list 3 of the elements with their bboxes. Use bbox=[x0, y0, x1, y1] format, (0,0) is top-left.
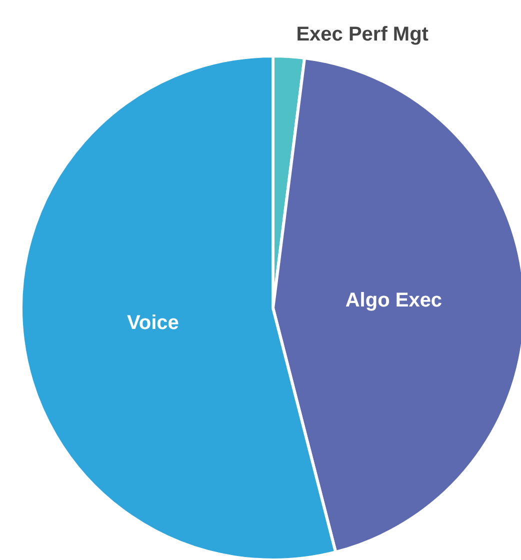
slice-label: Voice bbox=[127, 312, 179, 334]
slice-label: Exec Perf Mgt bbox=[296, 24, 429, 46]
slice-label: Algo Exec bbox=[345, 289, 442, 312]
